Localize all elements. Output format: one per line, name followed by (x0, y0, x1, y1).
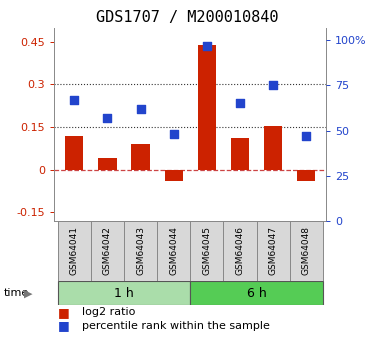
Text: ▶: ▶ (24, 288, 32, 298)
Text: GSM64043: GSM64043 (136, 226, 145, 276)
Bar (157, 221, 190, 281)
Text: GSM64048: GSM64048 (302, 226, 311, 276)
Text: time: time (4, 288, 29, 298)
Point (204, 43, 210, 48)
Text: GDS1707 / M200010840: GDS1707 / M200010840 (96, 10, 279, 25)
Bar (190, 221, 224, 281)
Text: GSM64047: GSM64047 (269, 226, 278, 276)
Bar (58, 281, 190, 305)
Bar (165, 170, 183, 181)
Point (303, 133, 309, 139)
Text: GSM64041: GSM64041 (70, 226, 79, 276)
Text: log2 ratio: log2 ratio (82, 307, 136, 317)
Text: GSM64042: GSM64042 (103, 227, 112, 275)
Point (270, 82, 276, 88)
Bar (132, 144, 150, 170)
Point (171, 131, 177, 137)
Bar (190, 281, 323, 305)
Bar (290, 221, 323, 281)
Bar (198, 45, 216, 170)
Text: GSM64046: GSM64046 (236, 226, 244, 276)
Bar (58, 221, 91, 281)
Bar (98, 158, 117, 170)
Bar (231, 138, 249, 170)
Bar (297, 170, 315, 181)
Text: 1 h: 1 h (114, 287, 134, 300)
Bar (224, 221, 256, 281)
Bar (256, 221, 290, 281)
Text: GSM64044: GSM64044 (169, 227, 178, 275)
Text: GSM64045: GSM64045 (202, 226, 211, 276)
Point (104, 115, 110, 121)
Bar (91, 221, 124, 281)
Point (138, 106, 144, 112)
Text: percentile rank within the sample: percentile rank within the sample (82, 321, 270, 331)
Text: ■: ■ (58, 306, 70, 319)
Bar (124, 221, 157, 281)
Point (237, 101, 243, 106)
Text: 6 h: 6 h (247, 287, 267, 300)
Text: ■: ■ (58, 319, 70, 333)
Point (71, 97, 77, 102)
Bar (264, 126, 282, 170)
Bar (65, 136, 83, 170)
